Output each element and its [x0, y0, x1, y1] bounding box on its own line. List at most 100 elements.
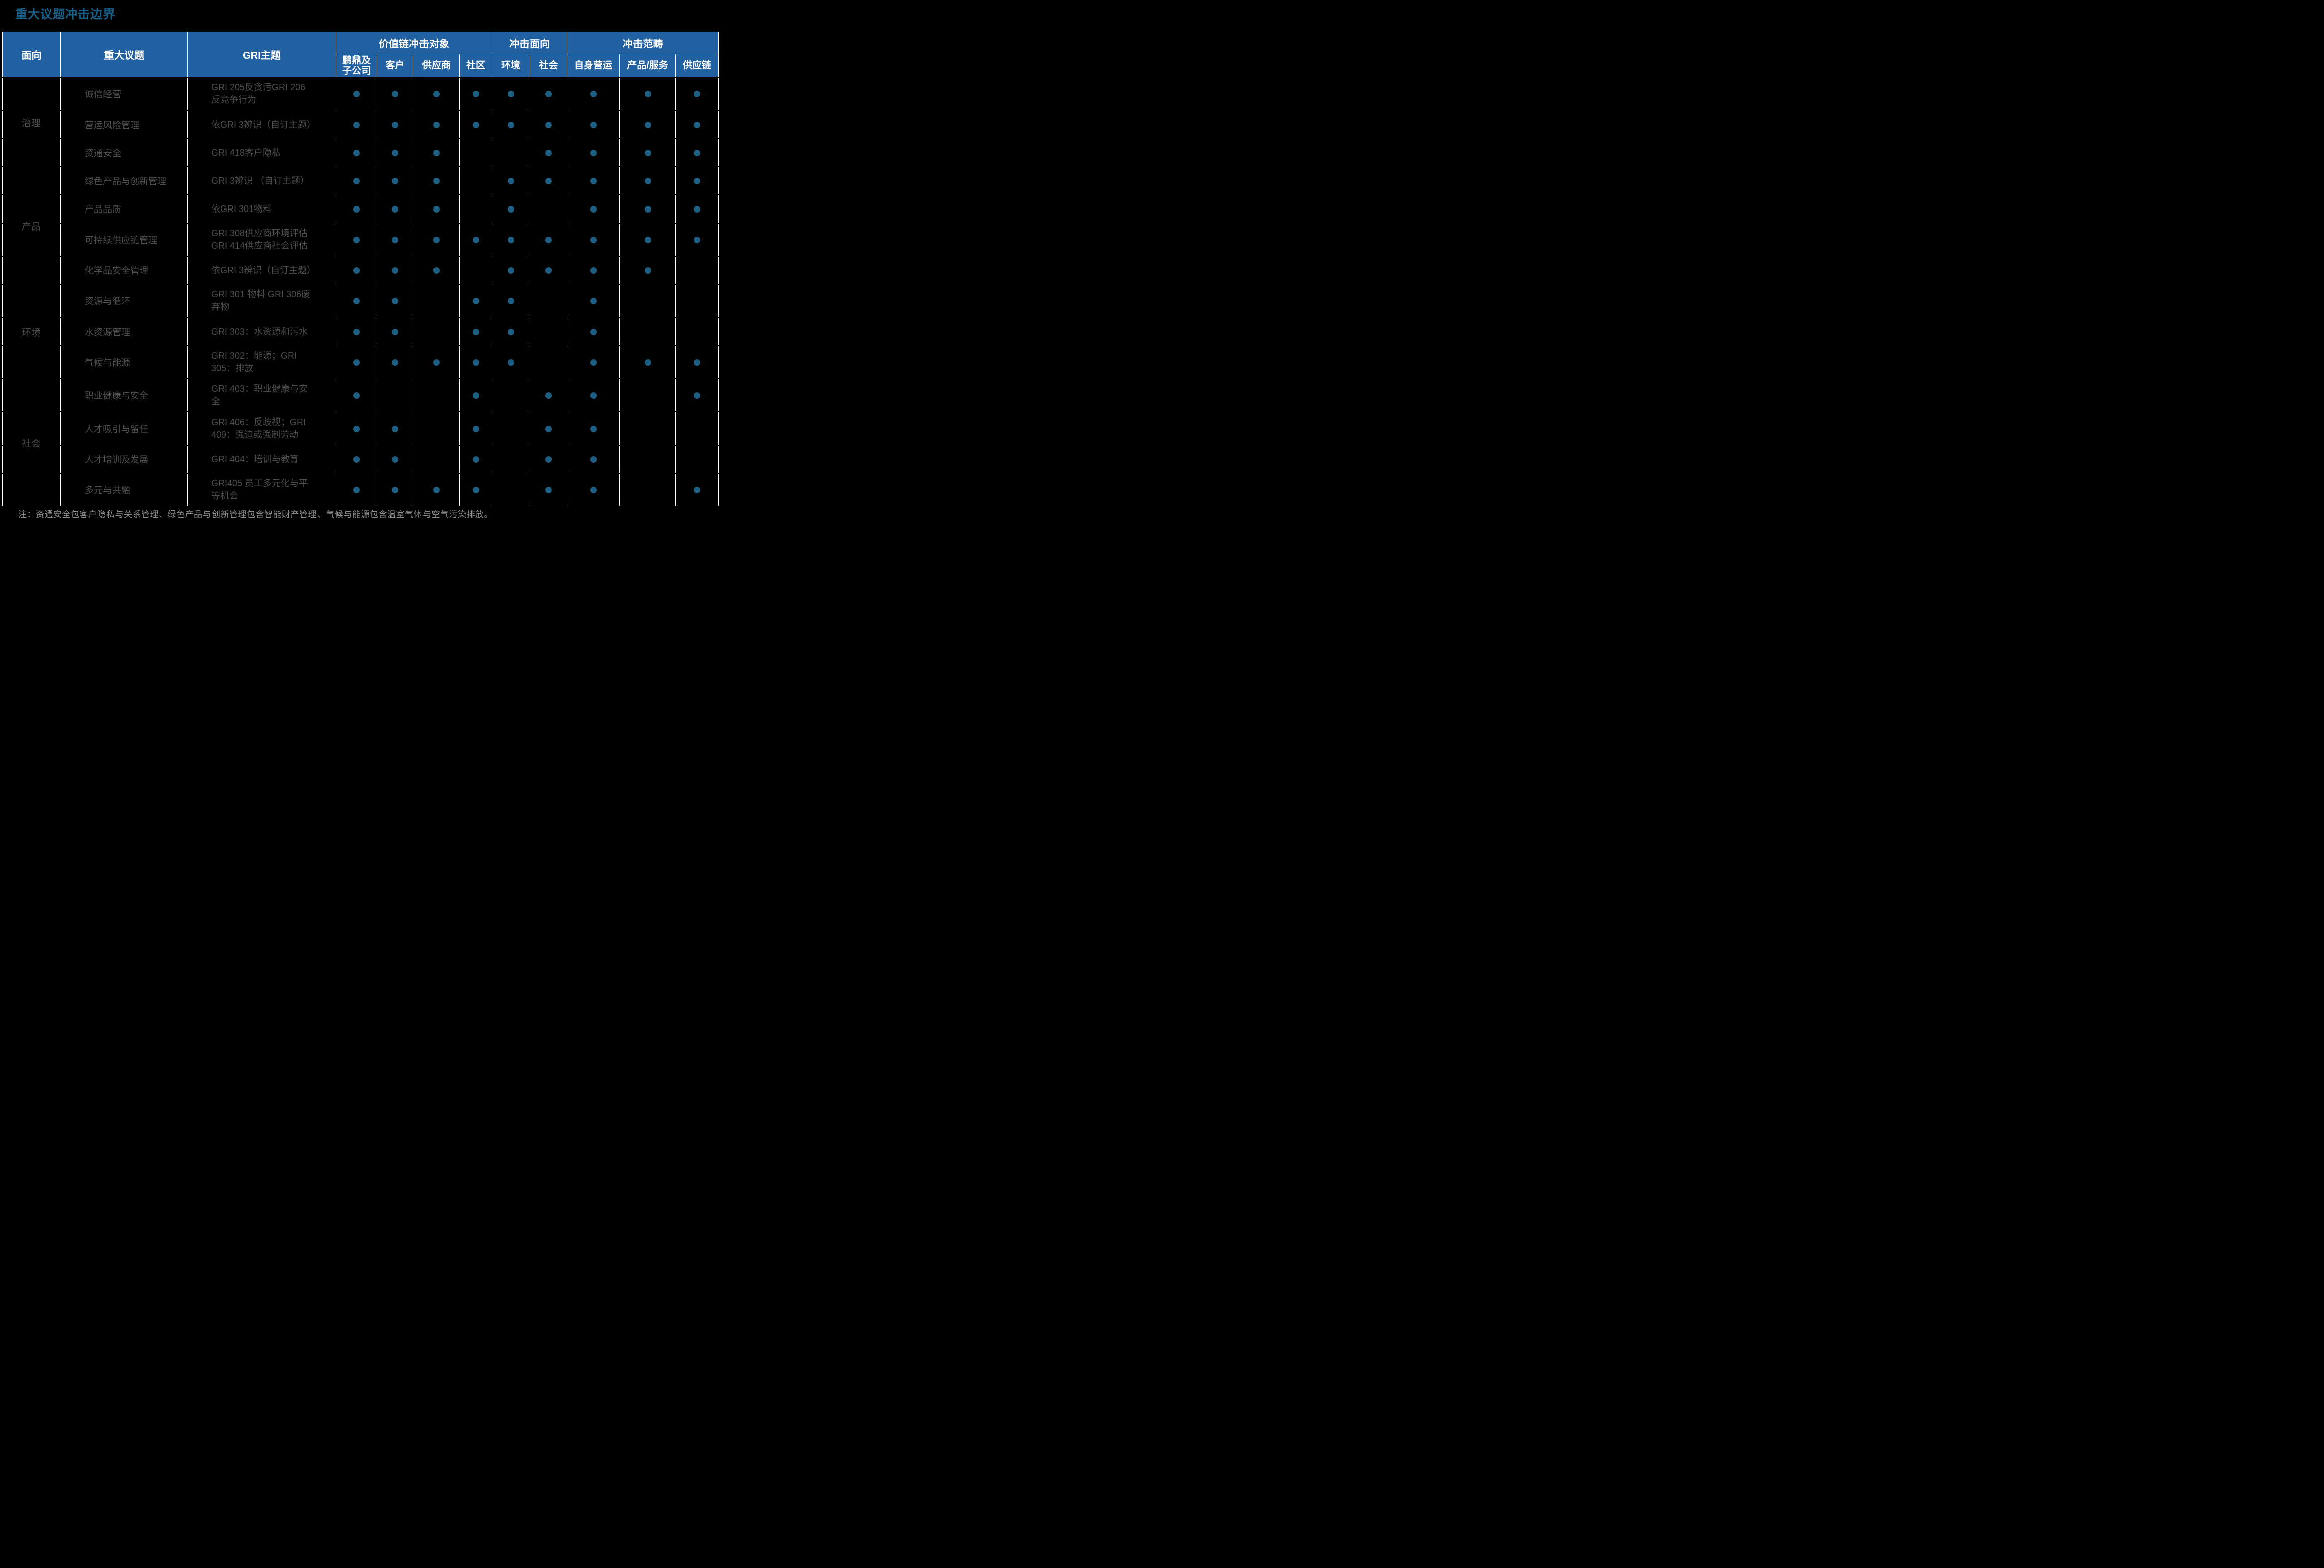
impact-dot-cell — [459, 78, 492, 110]
group-header-2: 冲击面向 — [492, 32, 567, 54]
impact-dot-cell — [530, 285, 567, 317]
gri-cell: GRI 308供应商环境评估 GRI 414供应商社会评估 — [187, 224, 336, 256]
impact-dot-cell — [459, 167, 492, 194]
impact-dot-cell — [413, 285, 459, 317]
impact-dot-icon — [590, 456, 597, 463]
impact-dot-icon — [590, 177, 597, 184]
issue-cell: 资通安全 — [60, 139, 187, 166]
impact-dot-icon — [590, 425, 597, 432]
impact-dot-icon — [472, 392, 479, 399]
issue-cell: 资源与循环 — [60, 285, 187, 317]
impact-dot-cell — [413, 195, 459, 223]
impact-dot-cell — [530, 111, 567, 138]
table-row: 绿色产品与创新管理 GRI 3辨识 （自订主题） — [2, 167, 719, 194]
impact-dot-cell — [492, 167, 530, 194]
impact-dot-cell — [675, 446, 719, 473]
impact-dot-cell — [459, 224, 492, 256]
impact-dot-icon — [644, 149, 651, 156]
table-row: 多元与共融 GRI405 员工多元化与平 等机会 — [2, 474, 719, 506]
impact-dot-cell — [675, 379, 719, 411]
issue-cell: 绿色产品与创新管理 — [60, 167, 187, 194]
impact-dot-icon — [433, 90, 440, 97]
issue-cell: 职业健康与安全 — [60, 379, 187, 411]
impact-dot-cell — [492, 195, 530, 223]
impact-dot-icon — [644, 121, 651, 128]
sub-header-7: 自身营运 — [567, 54, 619, 77]
impact-dot-cell — [567, 78, 619, 110]
impact-dot-cell — [459, 474, 492, 506]
impact-dot-icon — [353, 328, 360, 335]
impact-dot-cell — [377, 346, 413, 378]
impact-dot-icon — [472, 121, 479, 128]
impact-dot-cell — [459, 412, 492, 445]
impact-dot-icon — [694, 359, 700, 366]
impact-dot-icon — [590, 359, 597, 366]
impact-dot-cell — [675, 78, 719, 110]
impact-dot-cell — [675, 195, 719, 223]
impact-dot-cell — [567, 379, 619, 411]
table-row: 资通安全 GRI 418客户隐私 — [2, 139, 719, 166]
table-row: 营运风险管理 依GRI 3辨识（自订主题） — [2, 111, 719, 138]
impact-dot-cell — [492, 379, 530, 411]
impact-dot-icon — [545, 456, 552, 463]
gri-cell: GRI 403：职业健康与安 全 — [187, 379, 336, 411]
impact-dot-icon — [433, 267, 440, 274]
impact-dot-cell — [413, 257, 459, 284]
impact-dot-icon — [472, 359, 479, 366]
aspect-cell — [2, 78, 60, 110]
aspect-cell — [2, 257, 60, 284]
impact-dot-icon — [392, 359, 398, 366]
impact-dot-cell — [377, 412, 413, 445]
impact-dot-icon — [644, 359, 651, 366]
impact-dot-icon — [507, 267, 514, 274]
impact-dot-icon — [472, 90, 479, 97]
impact-dot-icon — [590, 328, 597, 335]
impact-dot-cell — [530, 446, 567, 473]
impact-dot-icon — [392, 456, 398, 463]
impact-dot-cell — [413, 346, 459, 378]
impact-boundary-table: 面向 重大议题 GRI主题 价值链冲击对象 冲击面向 冲击范畴 鹏鼎及 子公司 客户供… — [2, 32, 719, 507]
impact-dot-cell — [336, 412, 377, 445]
impact-dot-cell — [492, 78, 530, 110]
issue-cell: 可持续供应链管理 — [60, 224, 187, 256]
impact-dot-cell — [567, 111, 619, 138]
impact-dot-cell — [619, 446, 675, 473]
impact-dot-icon — [353, 425, 360, 432]
impact-dot-icon — [353, 392, 360, 399]
impact-dot-cell — [567, 412, 619, 445]
table-row: 化学品安全管理 依GRI 3辨识（自订主题） — [2, 257, 719, 284]
impact-dot-cell — [336, 318, 377, 345]
impact-dot-cell — [675, 257, 719, 284]
col-header-issue: 重大议题 — [60, 32, 187, 77]
table-row: 人才吸引与留任 GRI 406：反歧视；GRI 409：强迫或强制劳动 — [2, 412, 719, 445]
impact-dot-cell — [413, 379, 459, 411]
impact-dot-icon — [644, 177, 651, 184]
impact-dot-cell — [377, 139, 413, 166]
impact-dot-icon — [353, 456, 360, 463]
impact-dot-icon — [590, 267, 597, 274]
impact-dot-cell — [675, 412, 719, 445]
impact-dot-cell — [530, 318, 567, 345]
impact-dot-icon — [644, 236, 651, 243]
impact-dot-icon — [545, 149, 552, 156]
table-row: 可持续供应链管理 GRI 308供应商环境评估 GRI 414供应商社会评估 — [2, 224, 719, 256]
sub-headers: 鹏鼎及 子公司 客户 供应商 社区 环境 社会 自身营运 产品/服务 供应链 — [336, 54, 719, 77]
impact-dot-icon — [694, 392, 700, 399]
impact-dot-cell — [377, 474, 413, 506]
impact-dot-cell — [567, 318, 619, 345]
impact-dot-icon — [433, 236, 440, 243]
impact-dot-cell — [675, 167, 719, 194]
aspect-cell — [2, 285, 60, 317]
aspect-cell — [2, 195, 60, 223]
impact-dot-icon — [472, 456, 479, 463]
impact-dot-cell — [459, 285, 492, 317]
impact-dot-icon — [507, 90, 514, 97]
impact-dot-icon — [694, 90, 700, 97]
impact-dot-cell — [377, 167, 413, 194]
impact-dot-cell — [492, 446, 530, 473]
impact-dot-icon — [472, 425, 479, 432]
aspect-cell — [2, 318, 60, 345]
impact-dot-cell — [619, 195, 675, 223]
impact-dot-icon — [353, 177, 360, 184]
impact-dot-icon — [392, 205, 398, 213]
